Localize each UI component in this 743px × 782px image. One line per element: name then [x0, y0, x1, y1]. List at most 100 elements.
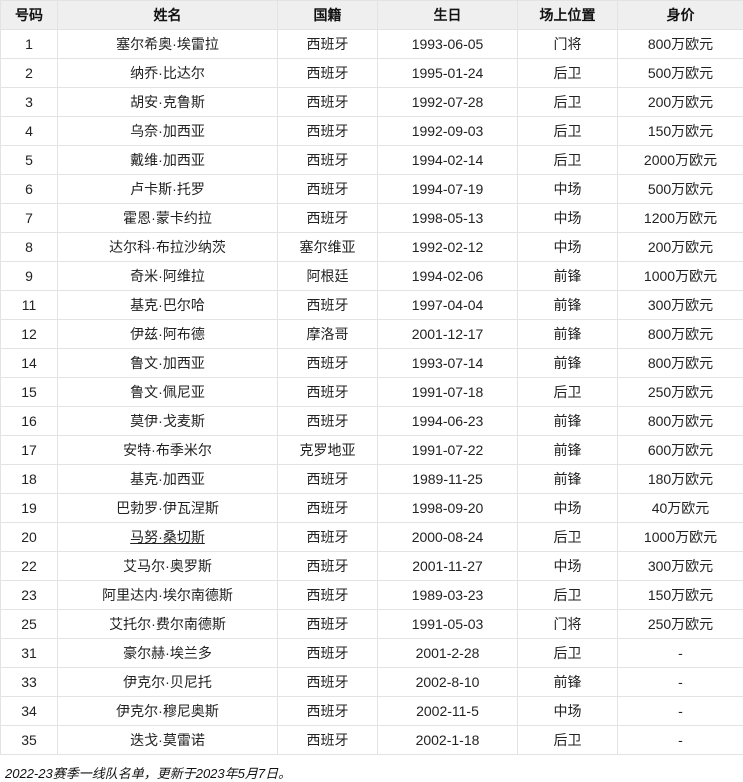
cell-name: 巴勃罗·伊瓦涅斯	[58, 494, 278, 523]
cell-value: 300万欧元	[618, 291, 743, 320]
cell-value: 40万欧元	[618, 494, 743, 523]
cell-value: 800万欧元	[618, 320, 743, 349]
cell-nationality: 西班牙	[278, 610, 378, 639]
player-name: 伊克尔·穆尼奥斯	[116, 703, 219, 719]
cell-birthday: 1992-09-03	[378, 117, 518, 146]
cell-name: 马努·桑切斯	[58, 523, 278, 552]
player-name: 奇米·阿维拉	[130, 268, 205, 284]
cell-birthday: 1993-06-05	[378, 30, 518, 59]
cell-value: 1000万欧元	[618, 262, 743, 291]
cell-position: 后卫	[518, 639, 618, 668]
cell-position: 中场	[518, 204, 618, 233]
cell-position: 后卫	[518, 581, 618, 610]
cell-birthday: 1989-11-25	[378, 465, 518, 494]
cell-value: 1200万欧元	[618, 204, 743, 233]
cell-birthday: 1991-05-03	[378, 610, 518, 639]
cell-name: 伊兹·阿布德	[58, 320, 278, 349]
cell-position: 门将	[518, 30, 618, 59]
cell-number: 5	[1, 146, 58, 175]
cell-position: 中场	[518, 494, 618, 523]
cell-position: 前锋	[518, 465, 618, 494]
cell-birthday: 1991-07-18	[378, 378, 518, 407]
cell-value: 2000万欧元	[618, 146, 743, 175]
cell-nationality: 塞尔维亚	[278, 233, 378, 262]
header-row: 号码 姓名 国籍 生日 场上位置 身价	[1, 1, 743, 30]
cell-birthday: 1994-02-06	[378, 262, 518, 291]
cell-nationality: 西班牙	[278, 88, 378, 117]
player-name: 达尔科·布拉沙纳茨	[109, 239, 226, 255]
cell-name: 达尔科·布拉沙纳茨	[58, 233, 278, 262]
cell-number: 33	[1, 668, 58, 697]
cell-name: 伊克尔·贝尼托	[58, 668, 278, 697]
cell-value: 1000万欧元	[618, 523, 743, 552]
cell-birthday: 2002-11-5	[378, 697, 518, 726]
cell-name: 基克·巴尔哈	[58, 291, 278, 320]
cell-value: 600万欧元	[618, 436, 743, 465]
cell-name: 莫伊·戈麦斯	[58, 407, 278, 436]
cell-position: 前锋	[518, 349, 618, 378]
cell-position: 中场	[518, 697, 618, 726]
cell-number: 35	[1, 726, 58, 755]
table-row: 23 阿里达内·埃尔南德斯 西班牙 1989-03-23 后卫 150万欧元	[1, 581, 743, 610]
cell-number: 14	[1, 349, 58, 378]
table-row: 11 基克·巴尔哈 西班牙 1997-04-04 前锋 300万欧元	[1, 291, 743, 320]
table-row: 35 迭戈·莫雷诺 西班牙 2002-1-18 后卫 -	[1, 726, 743, 755]
table-row: 34 伊克尔·穆尼奥斯 西班牙 2002-11-5 中场 -	[1, 697, 743, 726]
cell-nationality: 西班牙	[278, 494, 378, 523]
cell-position: 后卫	[518, 88, 618, 117]
header-birthday: 生日	[378, 1, 518, 30]
player-name: 鲁文·加西亚	[130, 355, 205, 371]
player-name-link[interactable]: 马努·桑切斯	[130, 529, 205, 545]
cell-birthday: 1992-07-28	[378, 88, 518, 117]
cell-value: 180万欧元	[618, 465, 743, 494]
table-row: 1 塞尔希奥·埃雷拉 西班牙 1993-06-05 门将 800万欧元	[1, 30, 743, 59]
cell-position: 后卫	[518, 59, 618, 88]
cell-nationality: 西班牙	[278, 291, 378, 320]
table-row: 20 马努·桑切斯 西班牙 2000-08-24 后卫 1000万欧元	[1, 523, 743, 552]
cell-number: 12	[1, 320, 58, 349]
cell-value: -	[618, 668, 743, 697]
cell-nationality: 西班牙	[278, 726, 378, 755]
cell-birthday: 1998-05-13	[378, 204, 518, 233]
cell-value: 200万欧元	[618, 233, 743, 262]
cell-birthday: 1989-03-23	[378, 581, 518, 610]
cell-value: 250万欧元	[618, 610, 743, 639]
table-row: 3 胡安·克鲁斯 西班牙 1992-07-28 后卫 200万欧元	[1, 88, 743, 117]
cell-value: 500万欧元	[618, 175, 743, 204]
cell-number: 34	[1, 697, 58, 726]
cell-nationality: 西班牙	[278, 552, 378, 581]
header-position: 场上位置	[518, 1, 618, 30]
cell-nationality: 西班牙	[278, 697, 378, 726]
table-row: 17 安特·布季米尔 克罗地亚 1991-07-22 前锋 600万欧元	[1, 436, 743, 465]
table-row: 22 艾马尔·奥罗斯 西班牙 2001-11-27 中场 300万欧元	[1, 552, 743, 581]
cell-value: 800万欧元	[618, 30, 743, 59]
cell-nationality: 摩洛哥	[278, 320, 378, 349]
cell-position: 前锋	[518, 262, 618, 291]
cell-position: 后卫	[518, 146, 618, 175]
player-name: 艾托尔·费尔南德斯	[109, 616, 226, 632]
cell-name: 鲁文·加西亚	[58, 349, 278, 378]
cell-number: 16	[1, 407, 58, 436]
cell-number: 22	[1, 552, 58, 581]
cell-birthday: 1993-07-14	[378, 349, 518, 378]
cell-name: 伊克尔·穆尼奥斯	[58, 697, 278, 726]
table-row: 14 鲁文·加西亚 西班牙 1993-07-14 前锋 800万欧元	[1, 349, 743, 378]
player-name: 基克·巴尔哈	[130, 297, 205, 313]
cell-name: 基克·加西亚	[58, 465, 278, 494]
cell-position: 中场	[518, 552, 618, 581]
cell-birthday: 1997-04-04	[378, 291, 518, 320]
table-row: 6 卢卡斯·托罗 西班牙 1994-07-19 中场 500万欧元	[1, 175, 743, 204]
table-row: 31 豪尔赫·埃兰多 西班牙 2001-2-28 后卫 -	[1, 639, 743, 668]
cell-number: 31	[1, 639, 58, 668]
squad-roster-table: 号码 姓名 国籍 生日 场上位置 身价 1 塞尔希奥·埃雷拉 西班牙 1993-…	[0, 0, 743, 755]
cell-number: 2	[1, 59, 58, 88]
cell-name: 卢卡斯·托罗	[58, 175, 278, 204]
cell-name: 迭戈·莫雷诺	[58, 726, 278, 755]
player-name: 乌奈·加西亚	[130, 123, 205, 139]
cell-number: 7	[1, 204, 58, 233]
cell-nationality: 阿根廷	[278, 262, 378, 291]
cell-position: 前锋	[518, 436, 618, 465]
cell-position: 后卫	[518, 523, 618, 552]
cell-birthday: 1994-06-23	[378, 407, 518, 436]
cell-nationality: 西班牙	[278, 59, 378, 88]
